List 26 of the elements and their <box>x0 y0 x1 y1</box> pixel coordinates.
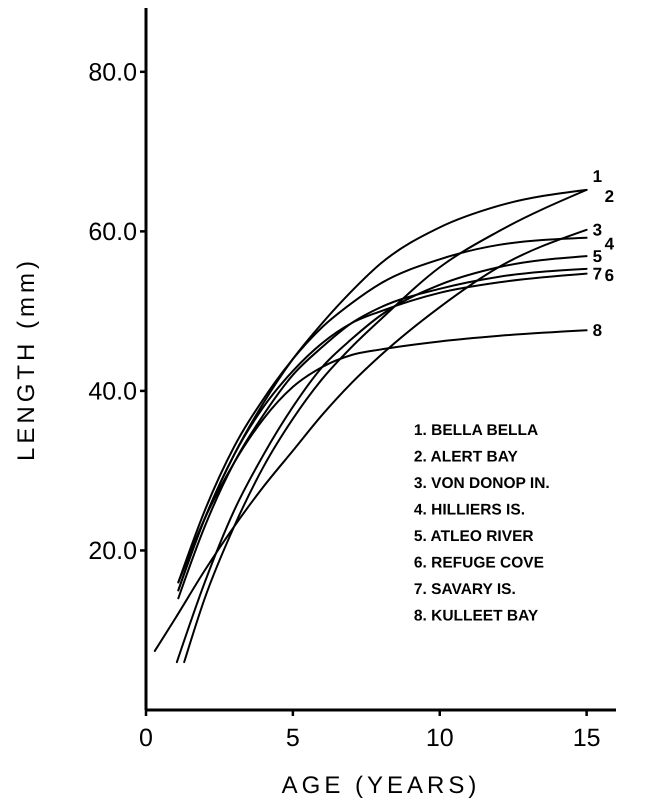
series-label: 2 <box>604 186 614 206</box>
y-tick-label: 40.0 <box>88 378 137 406</box>
annotation: 1. BELLA BELLA <box>414 422 538 439</box>
x-tick-label: 15 <box>572 724 601 752</box>
x-axis-title: AGE (YEARS) <box>282 772 480 799</box>
annotation: 3. VON DONOP IN. <box>414 475 550 492</box>
annotation: 5. ATLEO RIVER <box>414 528 534 545</box>
annotation: 2. ALERT BAY <box>414 448 518 466</box>
annotation: 7. SAVARY IS. <box>414 581 516 598</box>
x-tick-label: 0 <box>139 724 153 752</box>
series-label: 3 <box>592 220 602 240</box>
y-tick-label: 60.0 <box>88 218 137 246</box>
series-label: 7 <box>592 264 602 284</box>
x-tick-label: 5 <box>286 724 300 752</box>
annotation: 8. KULLEET BAY <box>414 608 539 624</box>
y-tick-label: 80.0 <box>88 58 137 87</box>
series-label: 4 <box>604 234 615 254</box>
x-tick-label: 10 <box>426 724 454 752</box>
series-label: 6 <box>604 266 614 285</box>
series-label: 8 <box>592 321 602 340</box>
y-tick-label: 20.0 <box>88 537 137 566</box>
y-axis-title: LENGTH (mm) <box>13 257 40 461</box>
series-label: 5 <box>592 247 602 266</box>
series-label: 1 <box>592 166 602 186</box>
annotation: 6. REFUGE COVE <box>414 554 544 572</box>
annotation: 4. HILLIERS IS. <box>414 502 526 518</box>
